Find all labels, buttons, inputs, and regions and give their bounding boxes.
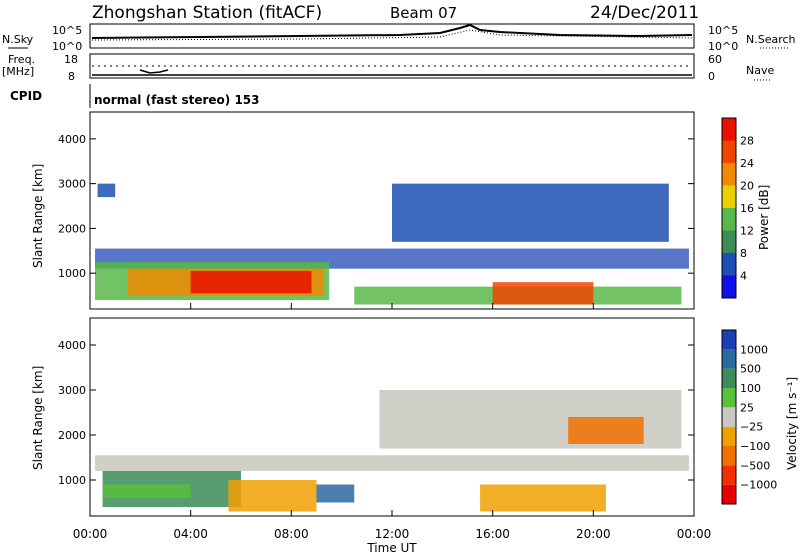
power-colorbar-swatch-4 [722,185,736,208]
velocity-colorbar-swatch-2 [722,446,736,466]
velocity-colorbar-tick-4: −25 [740,421,763,434]
noise-right-tick-bottom: 10^0 [708,40,738,53]
power-ytick-label-0: 1000 [58,267,86,280]
velocity-colorbar-swatch-0 [722,484,736,504]
power-region-6 [392,183,669,242]
power-colorbar-swatch-3 [722,208,736,231]
freq-label-2: [MHz] [2,65,34,78]
power-colorbar-frame [721,117,737,299]
power-colorbar-swatch-7 [722,118,736,141]
power-colorbar-label: Power [dB] [757,185,771,250]
velocity-colorbar-tick-1: 500 [740,363,761,376]
noise-panel-frame [89,23,695,49]
velocity-panel: 1000 2000 3000 4000 Slant Range [km] 1000 50… [31,317,799,517]
x-tick-label-5: 20:00 [576,527,611,541]
noise-sky-trace [91,23,693,39]
velocity-ytick-label-1: 2000 [58,429,86,442]
noise-sky-label: N.Sky [2,33,34,46]
noise-right-tick-top: 10^5 [708,24,738,37]
velocity-colorbar-tick-6: −500 [740,459,770,472]
power-colorbar-swatch-2 [722,230,736,253]
x-tick-label-2: 08:00 [274,527,309,541]
velocity-ylabel: Slant Range [km] [31,366,45,470]
power-region-3 [190,270,312,294]
velocity-yticks: 1000 2000 3000 4000 [58,339,694,487]
power-colorbar-tick-2: 12 [740,225,754,238]
power-ylabel: Slant Range [km] [31,164,45,268]
velocity-colorbar: 1000 500 100 25 −25 −100 −500 −1000 [721,329,777,505]
x-tick-label-0: 00:00 [73,527,108,541]
power-colorbar-tick-3: 16 [740,202,754,215]
cpid-text: normal (fast stereo) 153 [94,93,260,107]
velocity-region-3 [228,480,317,512]
velocity-ytick-label-0: 1000 [58,474,86,487]
power-colorbar-swatch-0 [722,275,736,298]
velocity-region-2 [102,484,191,498]
power-colorbar-swatch-6 [722,140,736,163]
x-axis-label: Time UT [366,541,417,554]
velocity-colorbar-swatch-5 [722,388,736,408]
velocity-colorbar-tick-3: 25 [740,401,754,414]
velocity-colorbar-swatch-8 [722,330,736,350]
power-ytick-label-1: 2000 [58,222,86,235]
power-yticks: 1000 2000 3000 4000 [58,133,694,280]
velocity-ytick-label-3: 4000 [58,339,86,352]
station-title: Zhongshan Station (fitACF) [92,3,322,23]
x-tick-label-1: 04:00 [173,527,208,541]
power-panel: 1000 2000 3000 4000 Slant Range [km] 4 8 12 16… [31,111,771,310]
freq-right-tick-top: 60 [708,53,722,66]
velocity-colorbar-swatch-7 [722,349,736,369]
freq-right-tick-bottom: 0 [708,70,715,83]
power-colorbar-tick-0: 4 [740,270,747,283]
power-colorbar-tick-1: 8 [740,247,747,260]
velocity-colorbar-swatch-3 [722,426,736,446]
freq-label-1: Freq. [8,53,35,66]
noise-search-trace [91,29,693,41]
power-ytick-label-2: 3000 [58,178,86,191]
velocity-colorbar-frame [721,329,737,505]
power-ytick-label-3: 4000 [58,133,86,146]
power-colorbar: 4 8 12 16 20 24 28 [721,117,754,299]
power-colorbar-swatch-1 [722,253,736,276]
beam-label: Beam 07 [390,4,457,22]
velocity-colorbar-tick-2: 100 [740,382,761,395]
power-colorbar-tick-6: 28 [740,135,754,148]
velocity-colorbar-swatch-1 [722,465,736,485]
velocity-region-6 [480,484,606,512]
velocity-colorbar-swatch-6 [722,368,736,388]
velocity-colorbar-swatch-4 [722,407,736,427]
x-tick-label-3: 12:00 [375,527,410,541]
velocity-ytick-label-2: 3000 [58,384,86,397]
power-region-5 [492,282,594,305]
velocity-region-0 [95,455,689,471]
cpid-label: CPID [10,89,42,103]
velocity-region-7 [568,417,644,444]
power-colorbar-tick-5: 24 [740,157,754,170]
x-axis-ticks: 00:00 04:00 08:00 12:00 16:00 20:00 00:00 [73,303,712,541]
nave-dip [139,69,169,74]
power-colorbar-tick-4: 20 [740,180,754,193]
date-label: 24/Dec/2011 [590,3,699,23]
power-data-regions [95,183,689,305]
velocity-region-4 [316,484,355,503]
noise-tick-bottom: 10^0 [52,40,82,53]
velocity-colorbar-label: Velocity [m s⁻¹] [785,377,799,470]
noise-tick-top: 10^5 [52,24,82,37]
velocity-colorbar-tick-7: −1000 [740,479,777,492]
x-tick-label-4: 16:00 [475,527,510,541]
noise-search-label: N.Search [746,33,796,46]
velocity-data-regions [95,390,689,512]
freq-panel-frame [89,53,695,79]
nave-label: Nave [746,64,774,77]
power-region-7 [97,183,116,198]
velocity-colorbar-tick-5: −100 [740,440,770,453]
velocity-colorbar-tick-0: 1000 [740,343,768,356]
x-tick-label-6: 00:00 [677,527,712,541]
freq-tick-top: 18 [64,53,78,66]
freq-tick-bottom: 8 [68,70,75,83]
power-colorbar-swatch-5 [722,163,736,186]
